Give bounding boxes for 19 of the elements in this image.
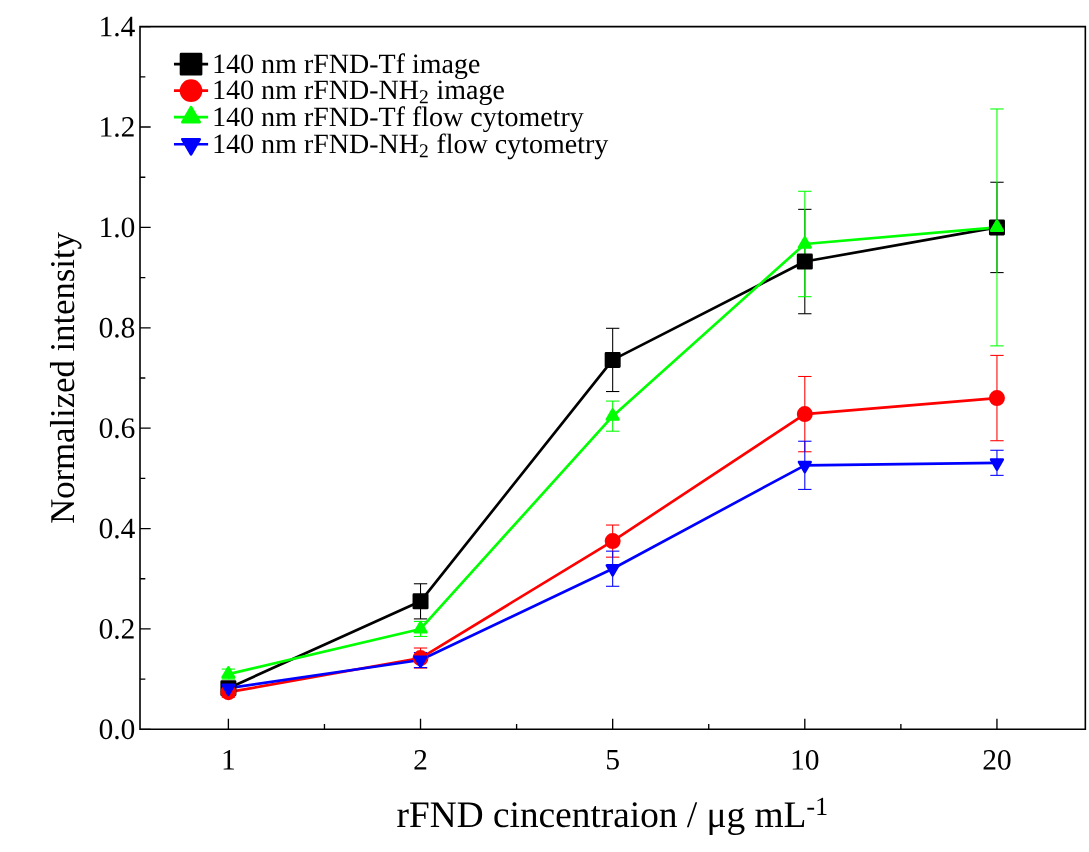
y-tick-label: 1.4 bbox=[101, 16, 135, 37]
y-tick-label: 0.6 bbox=[99, 418, 135, 439]
legend-label: 140 nm rFND-Tf flow cytometry bbox=[214, 106, 584, 133]
x-tick-label: 10 bbox=[792, 750, 819, 770]
x-tick-label: 1 bbox=[223, 750, 234, 770]
y-tick-label: 0.8 bbox=[99, 317, 135, 338]
y-tick-label: 1.2 bbox=[101, 117, 134, 137]
y-axis-title: Normalized intensity bbox=[49, 232, 82, 523]
legend-label: 140 nm rFND-NH$_{2}$ flow cytometry bbox=[214, 133, 609, 160]
y-tick-label: 0.0 bbox=[99, 719, 135, 740]
x-tick-label: 5 bbox=[607, 750, 619, 770]
x-tick-label: 2 bbox=[414, 750, 427, 770]
legend-label: 140 nm rFND-Tf image bbox=[214, 53, 480, 80]
y-tick-label: 0.4 bbox=[99, 518, 135, 539]
y-tick-label: 0.2 bbox=[99, 618, 134, 639]
x-axis-title: rFND cincentraion / μg mL$^{-1}$ bbox=[397, 797, 827, 835]
legend-label: 140 nm rFND-NH$_{2}$ image bbox=[214, 80, 504, 106]
x-tick-label: 20 bbox=[983, 750, 1011, 770]
y-tick-label: 1.0 bbox=[101, 217, 135, 238]
